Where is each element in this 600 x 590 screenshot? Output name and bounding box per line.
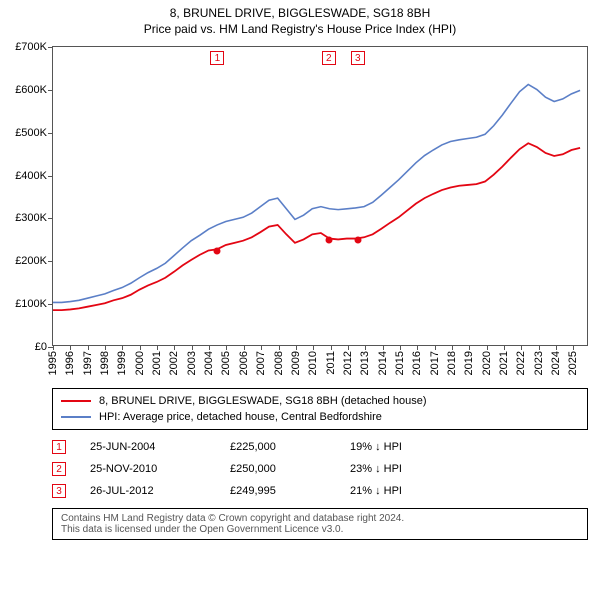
table-row: 2 25-NOV-2010 £250,000 23% ↓ HPI [52,458,588,480]
legend-swatch-hpi [61,416,91,418]
y-axis-tick-label: £600K [15,84,47,96]
title-line-1: 8, BRUNEL DRIVE, BIGGLESWADE, SG18 8BH [0,6,600,20]
sale-date: 25-NOV-2010 [90,463,230,475]
x-axis-tick-label: 2002 [168,351,180,375]
footer-line-1: Contains HM Land Registry data © Crown c… [61,513,579,524]
sale-price: £249,995 [230,485,350,497]
sale-marker-3: 3 [52,484,66,498]
x-axis-tick-label: 2009 [290,351,302,375]
y-axis-tick-label: £0 [35,341,47,353]
chart-lines [53,47,587,345]
x-axis-tick-label: 2007 [255,351,267,375]
legend-box: 8, BRUNEL DRIVE, BIGGLESWADE, SG18 8BH (… [52,388,588,430]
chart-sale-marker-2: 2 [322,51,336,65]
x-axis-tick-label: 2013 [359,351,371,375]
x-axis-tick-label: 2025 [567,351,579,375]
x-axis-tick-label: 2020 [481,351,493,375]
legend-label-property: 8, BRUNEL DRIVE, BIGGLESWADE, SG18 8BH (… [99,395,427,407]
sale-diff: 23% ↓ HPI [350,463,402,475]
x-axis-tick-label: 1995 [47,351,59,375]
chart-sale-dot-3 [354,236,361,243]
x-axis-tick-label: 2001 [151,351,163,375]
x-axis-tick-label: 2003 [186,351,198,375]
x-axis-tick-label: 2012 [342,351,354,375]
legend-label-hpi: HPI: Average price, detached house, Cent… [99,411,382,423]
x-axis-tick-label: 1999 [116,351,128,375]
sale-diff: 21% ↓ HPI [350,485,402,497]
sales-table: 1 25-JUN-2004 £225,000 19% ↓ HPI 2 25-NO… [52,436,588,502]
x-axis-tick-label: 2024 [550,351,562,375]
table-row: 3 26-JUL-2012 £249,995 21% ↓ HPI [52,480,588,502]
table-row: 1 25-JUN-2004 £225,000 19% ↓ HPI [52,436,588,458]
x-axis-tick-label: 2015 [394,351,406,375]
chart-sale-marker-1: 1 [210,51,224,65]
x-axis-tick-label: 1996 [64,351,76,375]
x-axis-tick-label: 2017 [429,351,441,375]
footer-line-2: This data is licensed under the Open Gov… [61,524,579,535]
x-axis-tick-label: 2021 [498,351,510,375]
legend-swatch-property [61,400,91,402]
x-axis-tick-label: 2023 [533,351,545,375]
sale-marker-2: 2 [52,462,66,476]
sale-price: £225,000 [230,441,350,453]
y-axis-tick-label: £500K [15,127,47,139]
x-axis-tick-label: 2010 [307,351,319,375]
y-axis-tick-label: £400K [15,170,47,182]
x-axis-tick-label: 1998 [99,351,111,375]
x-axis-tick-label: 2022 [515,351,527,375]
footer-attribution: Contains HM Land Registry data © Crown c… [52,508,588,540]
x-axis-tick-label: 2005 [220,351,232,375]
x-axis-tick-label: 2011 [325,351,337,375]
series-line-property [53,143,580,310]
x-axis-tick-label: 2008 [273,351,285,375]
x-axis-tick-label: 2014 [377,351,389,375]
chart-sale-dot-1 [214,247,221,254]
sale-price: £250,000 [230,463,350,475]
price-chart: £0£100K£200K£300K£400K£500K£600K£700K199… [52,46,588,346]
y-axis-tick-label: £700K [15,41,47,53]
x-axis-tick-label: 2019 [463,351,475,375]
x-axis-tick-label: 2016 [411,351,423,375]
x-axis-tick-label: 2000 [134,351,146,375]
y-axis-tick-label: £100K [15,298,47,310]
series-line-hpi [53,84,580,302]
x-axis-tick-label: 2018 [446,351,458,375]
sale-date: 25-JUN-2004 [90,441,230,453]
y-axis-tick-label: £300K [15,212,47,224]
title-line-2: Price paid vs. HM Land Registry's House … [0,22,600,36]
y-axis-tick-label: £200K [15,255,47,267]
legend-row: 8, BRUNEL DRIVE, BIGGLESWADE, SG18 8BH (… [61,393,579,409]
x-axis-tick-label: 2006 [238,351,250,375]
sale-marker-1: 1 [52,440,66,454]
legend-row: HPI: Average price, detached house, Cent… [61,409,579,425]
sale-diff: 19% ↓ HPI [350,441,402,453]
x-axis-tick-label: 2004 [203,351,215,375]
x-axis-tick-label: 1997 [82,351,94,375]
sale-date: 26-JUL-2012 [90,485,230,497]
chart-sale-marker-3: 3 [351,51,365,65]
chart-sale-dot-2 [325,236,332,243]
